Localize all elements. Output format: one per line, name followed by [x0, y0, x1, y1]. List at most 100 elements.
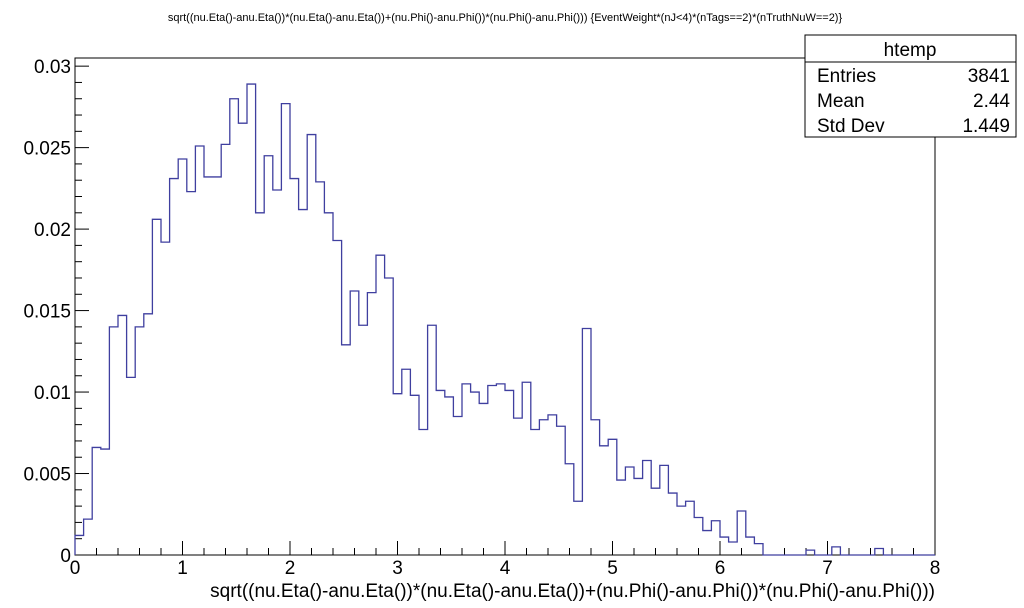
- histogram-bin: [634, 478, 643, 555]
- histogram-bin: [600, 446, 609, 555]
- histogram-bin: [668, 493, 677, 555]
- y-tick-label: 0.02: [34, 220, 71, 241]
- histogram-bin: [436, 390, 445, 555]
- stats-entries-value: 3841: [968, 66, 1010, 87]
- x-tick-label: 8: [930, 558, 941, 579]
- histogram-bin: [548, 415, 557, 555]
- histogram-bin: [118, 315, 127, 555]
- x-axis-title: sqrt((nu.Eta()-anu.Eta())*(nu.Eta()-anu.…: [210, 581, 935, 602]
- histogram-bin: [617, 480, 626, 555]
- histogram-bin: [367, 293, 376, 555]
- stats-mean-value: 2.44: [973, 91, 1010, 112]
- histogram-bin: [746, 537, 755, 555]
- histogram-bin: [307, 135, 316, 555]
- histogram-bin: [221, 144, 230, 555]
- histogram-bin: [195, 146, 204, 555]
- histogram-bin: [109, 327, 118, 555]
- histogram-bin: [703, 531, 712, 555]
- y-tick-labels: 0 0.005 0.01 0.015 0.02 0.025 0.03: [23, 57, 71, 567]
- x-tick-label: 5: [607, 558, 618, 579]
- y-tick-label: 0.01: [34, 383, 71, 404]
- histogram-bin: [625, 467, 634, 555]
- histogram-bins: [75, 84, 883, 555]
- histogram-bin: [445, 397, 454, 555]
- histogram-bin: [324, 213, 333, 555]
- histogram-bin: [75, 535, 84, 555]
- stats-mean-label: Mean: [817, 91, 865, 112]
- histogram-bin: [729, 542, 738, 555]
- histogram-bin: [92, 447, 101, 555]
- histogram-bin: [557, 426, 566, 555]
- histogram-bin: [875, 548, 884, 555]
- y-tick-label: 0: [60, 546, 71, 567]
- histogram-bin: [281, 104, 290, 555]
- y-tick-label: 0.025: [23, 139, 71, 160]
- y-tick-label: 0.005: [23, 465, 71, 486]
- histogram-bin: [350, 291, 359, 555]
- histogram-bin: [342, 345, 351, 555]
- histogram-bin: [832, 547, 841, 555]
- histogram-bin: [187, 192, 196, 555]
- histogram-bin: [101, 449, 110, 555]
- histogram-bin: [333, 241, 342, 555]
- histogram-bin: [204, 177, 213, 555]
- histogram-bin: [496, 384, 505, 555]
- y-tick-label: 0.015: [23, 302, 71, 323]
- stats-box: htemp Entries 3841 Mean 2.44 Std Dev 1.4…: [804, 34, 1017, 138]
- histogram-bin: [522, 382, 531, 555]
- histogram-bin: [247, 84, 256, 555]
- x-tick-label: 6: [715, 558, 726, 579]
- histogram-bin: [574, 501, 583, 555]
- y-tick-label: 0.03: [34, 57, 71, 78]
- histogram-bin: [505, 390, 514, 555]
- histogram-bin: [591, 420, 600, 555]
- x-tick-label: 1: [177, 558, 188, 579]
- histogram-bin: [471, 392, 480, 555]
- axis-ticks: [74, 65, 936, 556]
- histogram-bin: [135, 327, 144, 555]
- histogram-bin: [660, 465, 669, 555]
- histogram-bin: [178, 159, 187, 555]
- chart-title: sqrt((nu.Eta()-anu.Eta())*(nu.Eta()-anu.…: [168, 12, 843, 24]
- histogram-bin: [264, 156, 273, 555]
- histogram-bin: [402, 369, 411, 555]
- histogram-bin: [677, 506, 686, 555]
- histogram-bin: [410, 395, 419, 555]
- x-tick-label: 7: [822, 558, 833, 579]
- histogram-bin: [479, 403, 488, 555]
- histogram-bin: [385, 278, 394, 555]
- histogram-bin: [230, 99, 239, 555]
- histogram-bin: [806, 550, 815, 555]
- histogram-bin: [393, 394, 402, 555]
- histogram-bin: [608, 439, 617, 555]
- histogram-bin: [290, 179, 299, 555]
- histogram-bin: [144, 314, 153, 555]
- x-tick-label: 4: [500, 558, 511, 579]
- histogram-bin: [694, 518, 703, 555]
- histogram-bin: [376, 255, 385, 555]
- histogram-bin: [238, 123, 247, 555]
- histogram-bin: [152, 219, 161, 555]
- stats-stddev-label: Std Dev: [817, 116, 885, 137]
- histogram-bin: [514, 418, 523, 555]
- histogram-bin: [643, 460, 652, 555]
- histogram-bin: [213, 177, 222, 555]
- stats-name: htemp: [884, 40, 937, 61]
- histogram-bin: [737, 511, 746, 555]
- histogram-bin: [419, 430, 428, 555]
- x-tick-label: 0: [70, 558, 81, 579]
- x-tick-labels: 0 1 2 3 4 5 6 7 8: [70, 558, 941, 579]
- histogram-bin: [170, 179, 179, 555]
- histogram-bin: [565, 464, 574, 555]
- stats-entries-label: Entries: [817, 66, 876, 87]
- histogram-bin: [754, 544, 763, 555]
- histogram-bin: [453, 416, 462, 555]
- histogram-bin: [686, 501, 695, 555]
- histogram-line: [74, 83, 935, 556]
- stats-stddev-value: 1.449: [962, 116, 1010, 137]
- histogram-bin: [359, 325, 368, 555]
- histogram-bin: [127, 377, 136, 555]
- histogram-bin: [711, 521, 720, 555]
- histogram-bin: [273, 190, 282, 555]
